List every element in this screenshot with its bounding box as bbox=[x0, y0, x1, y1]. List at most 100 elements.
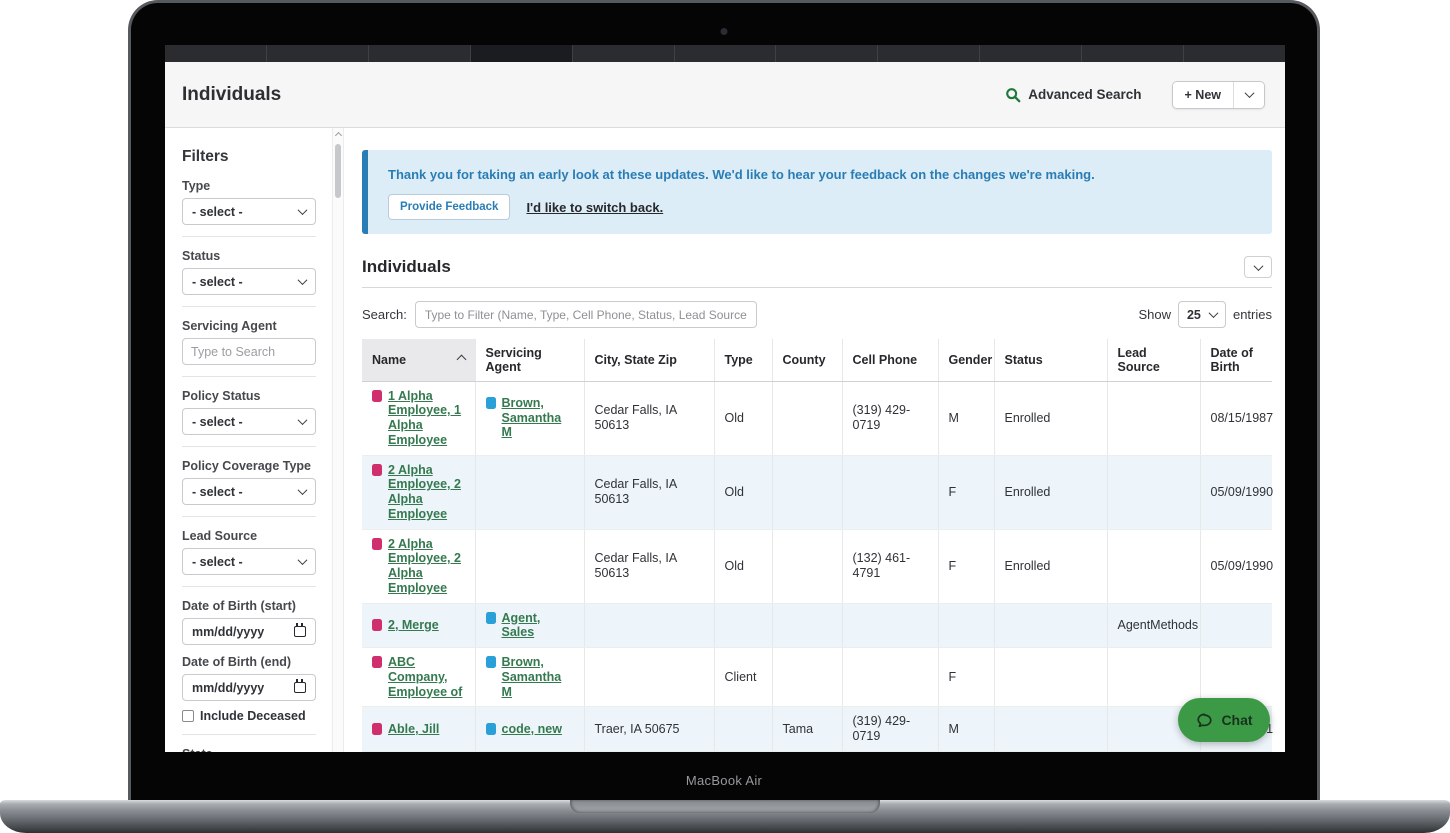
servicing-agent-link[interactable]: Agent, Sales bbox=[501, 610, 541, 640]
name-link[interactable]: 2, Merge bbox=[388, 617, 439, 632]
servicing-agent-link[interactable]: Brown, Samantha M bbox=[501, 395, 562, 440]
dob-start-input[interactable]: mm/dd/yyyy bbox=[182, 618, 316, 645]
cell-type bbox=[713, 706, 772, 752]
browser-tab[interactable] bbox=[572, 45, 674, 62]
browser-tab[interactable] bbox=[980, 45, 1082, 62]
cell-lead-source: AgentMethods bbox=[1106, 603, 1200, 648]
browser-tab[interactable] bbox=[776, 45, 878, 62]
divider bbox=[182, 734, 316, 735]
browser-tab[interactable] bbox=[266, 45, 368, 62]
section-title: Individuals bbox=[362, 257, 451, 276]
filter-label-type: Type bbox=[182, 179, 211, 193]
section-header: Individuals bbox=[362, 256, 1272, 278]
table-row: 2 Alpha Employee, 2 Alpha Employee Cedar … bbox=[362, 529, 1273, 604]
column-header-status[interactable]: Status bbox=[993, 339, 1107, 382]
chevron-down-icon bbox=[297, 485, 308, 496]
sidebar-scrollbar[interactable] bbox=[332, 128, 344, 752]
dob-end-input[interactable]: mm/dd/yyyy bbox=[182, 674, 316, 701]
cell-county bbox=[771, 603, 842, 648]
page-size-select[interactable]: 25 bbox=[1177, 301, 1226, 328]
browser-tab[interactable] bbox=[165, 45, 266, 62]
new-dropdown-button[interactable] bbox=[1234, 81, 1264, 108]
column-header-date-of-birth[interactable]: Date of Birth bbox=[1199, 339, 1272, 382]
column-header-name[interactable]: Name bbox=[362, 339, 475, 382]
name-link[interactable]: 1 Alpha Employee, 1 Alpha Employee bbox=[388, 388, 461, 447]
servicing-agent-link[interactable]: Brown, Samantha M bbox=[501, 655, 562, 699]
provide-feedback-button[interactable]: Provide Feedback bbox=[388, 194, 511, 220]
policy-status-select[interactable]: - select - bbox=[182, 408, 316, 435]
cell-type: Old bbox=[713, 381, 772, 456]
include-deceased-row: Include Deceased bbox=[182, 709, 316, 723]
servicing-agent-link[interactable]: code, new bbox=[501, 721, 562, 736]
divider bbox=[182, 306, 316, 307]
servicing-agent-input[interactable] bbox=[182, 338, 316, 365]
cell-lead-source bbox=[1106, 455, 1200, 530]
name-link[interactable]: 2 Alpha Employee, 2 Alpha Employee bbox=[388, 536, 461, 595]
cell-city-state-zip: Cedar Falls, IA 50613 bbox=[583, 529, 714, 604]
browser-tab[interactable] bbox=[368, 45, 470, 62]
table-row: Able, JillEmail, SameTraer, IA 50675 (516… bbox=[362, 751, 1272, 752]
column-header-type[interactable]: Type bbox=[713, 339, 772, 382]
browser-tab[interactable] bbox=[470, 45, 572, 62]
column-header-servicing-agent[interactable]: Servicing Agent bbox=[474, 339, 584, 382]
cell-lead-source bbox=[1106, 529, 1200, 604]
divider bbox=[182, 446, 316, 447]
column-header-gender[interactable]: Gender bbox=[937, 339, 994, 382]
divider bbox=[182, 236, 316, 237]
chevron-down-icon bbox=[1208, 308, 1219, 319]
name-link[interactable]: Able, Jill bbox=[388, 721, 440, 736]
new-button[interactable]: + New bbox=[1172, 81, 1234, 108]
laptop-base bbox=[0, 800, 1450, 833]
column-header-cell-phone[interactable]: Cell Phone bbox=[841, 339, 938, 382]
calendar-icon bbox=[294, 678, 306, 693]
type-select[interactable]: - select - bbox=[182, 198, 316, 225]
collapse-section-button[interactable] bbox=[1244, 256, 1272, 278]
cell-type: Client bbox=[713, 647, 772, 708]
banner-message: Thank you for taking an early look at th… bbox=[388, 167, 1095, 182]
name-link[interactable]: ABC Company, Employee of bbox=[388, 655, 463, 699]
column-header-lead-source[interactable]: Lead Source bbox=[1106, 339, 1200, 382]
include-deceased-checkbox[interactable] bbox=[182, 710, 194, 722]
individuals-table: Name Servicing Agent City, State Zip Typ… bbox=[362, 339, 1273, 752]
filter-label-state: State bbox=[182, 747, 316, 752]
cell-lead-source bbox=[1106, 381, 1200, 456]
cell-date-of-birth: 08/15/1987 bbox=[1199, 381, 1273, 456]
chat-button[interactable]: Chat bbox=[1178, 698, 1270, 742]
table-search-input[interactable] bbox=[414, 301, 757, 328]
cell-city-state-zip: Traer, IA 50675 bbox=[583, 751, 714, 752]
contact-badge-icon bbox=[372, 389, 382, 402]
cell-phone bbox=[841, 603, 938, 648]
cell-city-state-zip: Cedar Falls, IA 50613 bbox=[583, 455, 714, 530]
scrollbar-thumb[interactable] bbox=[335, 144, 341, 198]
cell-county bbox=[771, 455, 842, 530]
cell-county bbox=[771, 529, 842, 604]
contact-badge-icon bbox=[372, 463, 382, 476]
cell-servicing-agent bbox=[474, 529, 584, 604]
lead-source-select[interactable]: - select - bbox=[182, 548, 316, 575]
column-header-county[interactable]: County bbox=[771, 339, 842, 382]
browser-tab[interactable] bbox=[1184, 45, 1285, 62]
content-area: Filters Type - select - Status - select … bbox=[165, 128, 1285, 752]
cell-type: Old bbox=[713, 455, 772, 530]
browser-tab[interactable] bbox=[878, 45, 980, 62]
cell-status bbox=[993, 706, 1107, 752]
status-select[interactable]: - select - bbox=[182, 268, 316, 295]
column-header-city-state-zip[interactable]: City, State Zip bbox=[583, 339, 714, 382]
cell-city-state-zip bbox=[583, 647, 714, 708]
browser-tab[interactable] bbox=[1082, 45, 1184, 62]
browser-tab[interactable] bbox=[674, 45, 776, 62]
cell-date-of-birth bbox=[1199, 647, 1272, 708]
new-split-button: + New bbox=[1171, 80, 1265, 109]
cell-county bbox=[771, 751, 842, 752]
chat-bubble-icon bbox=[1197, 712, 1213, 727]
cell-date-of-birth: 03/15/2021 bbox=[1199, 751, 1272, 752]
cell-name: 1 Alpha Employee, 1 Alpha Employee bbox=[362, 381, 475, 456]
cell-gender: F bbox=[937, 529, 994, 604]
switch-back-link[interactable]: I'd like to switch back. bbox=[526, 199, 664, 215]
name-link[interactable]: 2 Alpha Employee, 2 Alpha Employee bbox=[388, 462, 461, 521]
chevron-down-icon bbox=[297, 275, 308, 286]
cell-city-state-zip bbox=[583, 603, 714, 648]
policy-coverage-type-select[interactable]: - select - bbox=[182, 478, 316, 505]
advanced-search-link[interactable]: Advanced Search bbox=[1005, 87, 1142, 103]
